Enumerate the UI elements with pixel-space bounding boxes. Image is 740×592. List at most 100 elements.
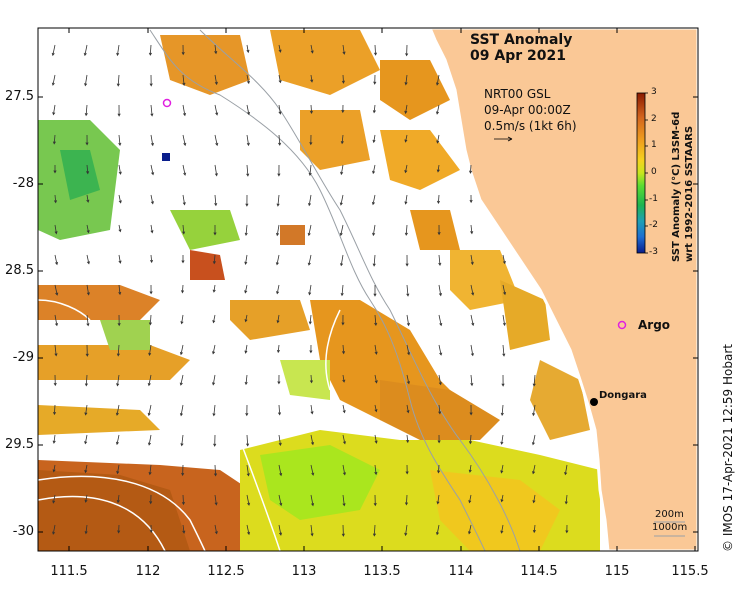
current-arrow: [532, 524, 536, 534]
current-arrow: [342, 464, 346, 476]
current-arrow: [276, 194, 280, 207]
current-arrow: [276, 344, 281, 354]
current-arrow: [52, 134, 56, 145]
map-title-line1: SST Anomaly: [470, 32, 573, 48]
current-arrow: [406, 284, 410, 297]
current-arrow: [406, 404, 410, 414]
current-arrow: [179, 344, 184, 356]
current-arrow: [84, 374, 88, 387]
y-tick-label: -28: [12, 176, 34, 191]
current-arrow: [212, 344, 216, 355]
current-arrow: [214, 164, 218, 177]
current-arrow: [244, 224, 248, 237]
current-arrow: [406, 344, 411, 356]
current-arrow: [53, 194, 58, 204]
current-arrow: [374, 374, 378, 384]
current-arrow: [148, 344, 152, 357]
colorbar-tick-label: -1: [649, 194, 658, 204]
current-arrow: [500, 434, 504, 445]
current-arrow: [278, 74, 282, 84]
current-arrow: [116, 44, 120, 57]
bathymetry-contours: [149, 29, 521, 551]
current-arrow: [468, 434, 473, 445]
current-arrow: [374, 344, 378, 355]
current-arrow: [310, 404, 314, 415]
current-arrow: [435, 524, 440, 536]
current-arrow: [436, 74, 440, 86]
x-tick-label: 111.5: [50, 564, 88, 579]
x-tick-label: 114.5: [520, 564, 558, 579]
sst-field: [38, 30, 600, 551]
current-arrow: [86, 314, 90, 327]
current-arrow: [372, 164, 376, 175]
y-tick-label: 28.5: [5, 263, 34, 278]
current-arrow: [115, 404, 120, 416]
current-arrow: [468, 524, 472, 535]
current-arrow: [404, 74, 408, 86]
dongara-marker: [590, 398, 598, 406]
tick-marks: [38, 28, 698, 551]
current-arrow: [469, 404, 473, 416]
current-arrow: [149, 284, 153, 295]
current-arrow: [438, 404, 442, 415]
current-arrow: [52, 104, 56, 116]
current-arrow: [374, 314, 378, 327]
current-arrow: [244, 314, 248, 323]
current-arrow: [339, 194, 344, 206]
current-arrow: [84, 404, 88, 416]
argo-float-marker: [162, 98, 172, 108]
current-arrow: [244, 374, 248, 386]
current-arrow: [149, 524, 153, 534]
current-arrow: [373, 494, 377, 507]
current-arrow: [340, 164, 344, 176]
colorbar-label: SST Anomaly (°C) L3SM-6d wrt 1992-2016 S…: [670, 112, 696, 262]
argo-legend-marker: [617, 320, 627, 330]
current-arrow: [309, 374, 313, 384]
current-arrow: [405, 44, 409, 57]
current-arrow: [246, 524, 251, 536]
current-arrow: [310, 464, 315, 476]
current-arrow: [308, 284, 312, 296]
current-arrow: [406, 314, 410, 327]
sst-patch-n: [160, 35, 250, 95]
current-arrow: [502, 314, 506, 327]
current-arrow: [116, 464, 120, 475]
current-arrow: [150, 224, 154, 234]
current-arrow: [52, 434, 56, 444]
current-arrow: [54, 224, 58, 235]
current-scale-label: 0.5m/s (1kt 6h): [484, 119, 577, 133]
current-arrow: [404, 164, 408, 174]
current-arrow: [244, 344, 248, 354]
current-arrow: [341, 74, 345, 84]
current-arrow: [435, 104, 440, 115]
current-arrow: [372, 224, 376, 237]
current-arrow: [340, 254, 344, 267]
current-arrow: [52, 524, 56, 535]
current-arrow: [404, 194, 408, 205]
current-arrow: [341, 344, 346, 355]
current-arrow: [85, 344, 89, 357]
current-arrow: [374, 404, 378, 413]
current-arrow: [308, 314, 312, 325]
current-arrow: [54, 344, 58, 357]
current-arrow: [437, 224, 441, 236]
current-arrow: [532, 464, 536, 475]
current-arrow: [276, 284, 280, 295]
current-arrow: [372, 104, 376, 114]
current-arrow: [310, 74, 314, 83]
current-arrow: [436, 164, 440, 173]
current-arrow: [83, 44, 88, 57]
current-arrow: [470, 344, 474, 357]
current-arrow: [84, 434, 88, 445]
current-arrow: [117, 524, 121, 534]
current-arrow: [246, 134, 250, 147]
current-arrow: [84, 464, 88, 474]
current-arrow: [405, 464, 409, 475]
imos-credit: © IMOS 17-Apr-2021 12:59 Hobart: [721, 344, 735, 552]
colorbar-tick-label: 1: [651, 140, 657, 150]
y-tick-label: 27.5: [5, 89, 34, 104]
current-arrow: [404, 134, 408, 143]
current-arrow: [179, 374, 184, 386]
current-arrow: [406, 374, 410, 385]
current-arrow: [246, 44, 250, 54]
